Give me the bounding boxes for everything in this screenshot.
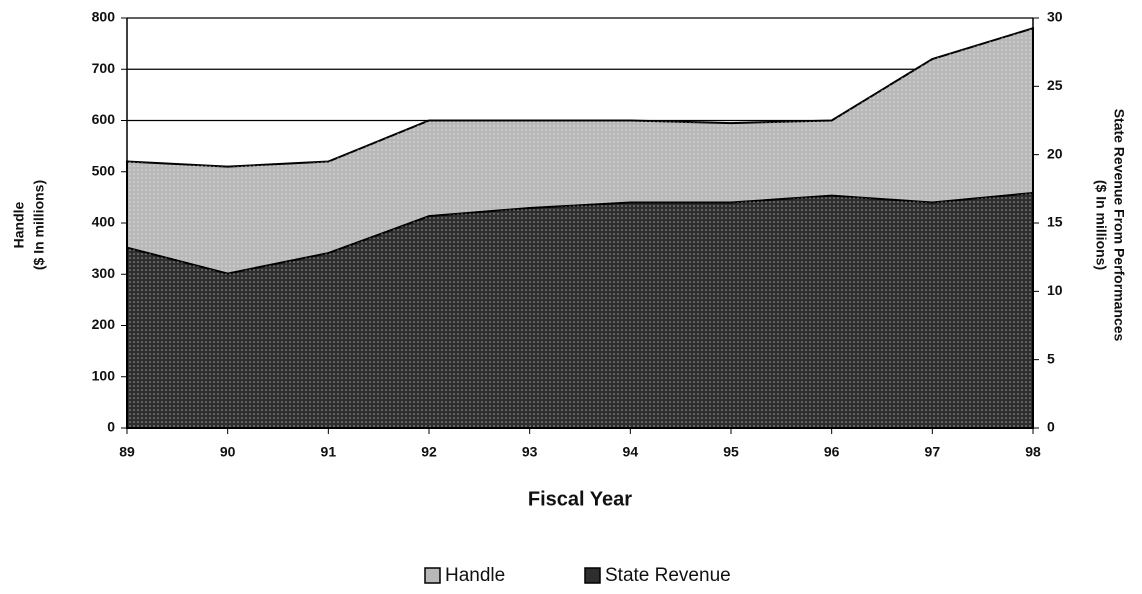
- y-tick-label: 400: [92, 214, 116, 230]
- x-tick-label: 89: [119, 444, 135, 460]
- x-tick-label: 97: [925, 444, 941, 460]
- y2-tick-label: 5: [1047, 350, 1055, 366]
- legend-text: State Revenue: [605, 565, 731, 586]
- x-tick-label: 91: [321, 444, 337, 460]
- y-tick-label: 500: [92, 162, 116, 178]
- x-tick-label: 92: [421, 444, 437, 460]
- x-axis-title: Fiscal Year: [528, 488, 632, 510]
- y-tick-label: 0: [107, 419, 115, 435]
- y2-tick-label: 0: [1047, 419, 1055, 435]
- y2-axis-title: ($ In millions): [1093, 180, 1109, 270]
- y2-tick-label: 10: [1047, 282, 1063, 298]
- y2-tick-label: 15: [1047, 214, 1063, 230]
- y2-axis-title: State Revenue From Performances: [1111, 109, 1127, 342]
- legend-swatch: [424, 567, 441, 584]
- y2-tick-label: 20: [1047, 145, 1063, 161]
- area-texture: [127, 192, 1033, 428]
- y2-tick-label: 25: [1047, 77, 1063, 93]
- legend-swatch: [584, 567, 601, 584]
- x-tick-label: 95: [723, 444, 739, 460]
- x-tick-label: 98: [1025, 444, 1041, 460]
- y-tick-label: 700: [92, 60, 116, 76]
- y-tick-label: 800: [92, 9, 116, 25]
- y-tick-label: 200: [92, 316, 116, 332]
- y-tick-label: 600: [92, 111, 116, 127]
- y-tick-label: 300: [92, 265, 116, 281]
- legend-text: Handle: [445, 565, 505, 586]
- x-tick-label: 93: [522, 444, 538, 460]
- x-tick-label: 96: [824, 444, 840, 460]
- x-tick-label: 90: [220, 444, 236, 460]
- y2-tick-label: 30: [1047, 9, 1063, 25]
- y-tick-label: 100: [92, 367, 116, 383]
- x-tick-label: 94: [623, 444, 639, 460]
- y-axis-title: ($ In millions): [31, 180, 47, 270]
- y-axis-title: Handle: [11, 201, 27, 248]
